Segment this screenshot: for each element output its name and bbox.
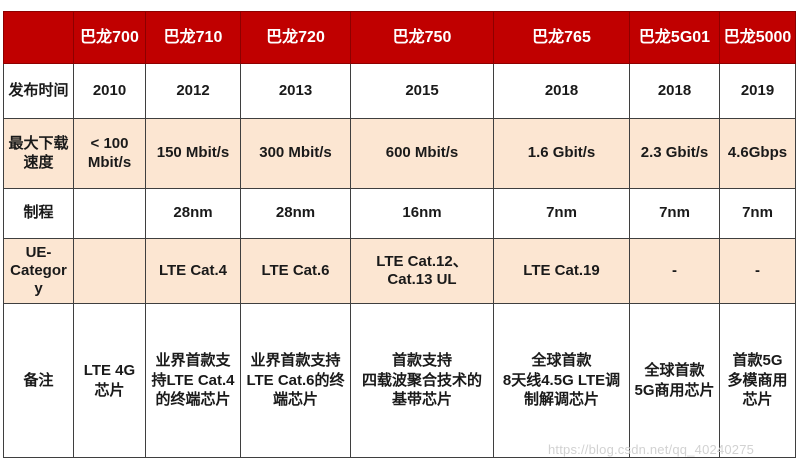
table-cell: 2.3 Gbit/s [629, 118, 720, 189]
table-cell: 2019 [719, 63, 796, 119]
table-cell: 2018 [493, 63, 630, 119]
row-label-release-date: 发布时间 [3, 63, 74, 119]
table-cell: 2013 [240, 63, 351, 119]
column-header-balong700: 巴龙700 [73, 11, 146, 64]
table-cell: 2015 [350, 63, 494, 119]
table-row: 发布时间 2010 2012 2013 2015 2018 2018 2019 [3, 63, 796, 119]
column-header-balong765: 巴龙765 [493, 11, 630, 64]
table-cell: 全球首款 5G商用芯片 [629, 303, 720, 458]
table-cell: 16nm [350, 188, 494, 239]
table-cell: 业界首款支 持LTE Cat.4 的终端芯片 [145, 303, 241, 458]
table-row: 备注 LTE 4G 芯片 业界首款支 持LTE Cat.4 的终端芯片 业界首款… [3, 303, 796, 458]
row-label-remarks: 备注 [3, 303, 74, 458]
table-row: UE- Category LTE Cat.4 LTE Cat.6 LTE Cat… [3, 238, 796, 304]
table-cell: 600 Mbit/s [350, 118, 494, 189]
table-cell: 业界首款支持 LTE Cat.6的终 端芯片 [240, 303, 351, 458]
table-cell: LTE Cat.6 [240, 238, 351, 304]
column-header-balong5000: 巴龙5000 [719, 11, 796, 64]
chip-comparison-table: 巴龙700 巴龙710 巴龙720 巴龙750 巴龙765 巴龙5G01 巴龙5… [3, 11, 796, 458]
table-cell: 1.6 Gbit/s [493, 118, 630, 189]
table-row: 最大下载 速度 < 100 Mbit/s 150 Mbit/s 300 Mbit… [3, 118, 796, 189]
row-label-max-download-speed: 最大下载 速度 [3, 118, 74, 189]
table-cell: 150 Mbit/s [145, 118, 241, 189]
table-cell: 4.6Gbps [719, 118, 796, 189]
table-cell: LTE Cat.19 [493, 238, 630, 304]
table-cell: - [719, 238, 796, 304]
table-cell: 首款支持 四载波聚合技术的 基带芯片 [350, 303, 494, 458]
table-cell: 2010 [73, 63, 146, 119]
table-header-row: 巴龙700 巴龙710 巴龙720 巴龙750 巴龙765 巴龙5G01 巴龙5… [3, 11, 796, 64]
table-cell [73, 238, 146, 304]
table-cell: LTE 4G 芯片 [73, 303, 146, 458]
table-cell: 7nm [719, 188, 796, 239]
table-cell: 2018 [629, 63, 720, 119]
table-cell: 300 Mbit/s [240, 118, 351, 189]
spec-table-container: 巴龙700 巴龙710 巴龙720 巴龙750 巴龙765 巴龙5G01 巴龙5… [3, 11, 796, 458]
column-header-balong5g01: 巴龙5G01 [629, 11, 720, 64]
row-label-ue-category: UE- Category [3, 238, 74, 304]
table-cell: LTE Cat.12、 Cat.13 UL [350, 238, 494, 304]
table-cell: 7nm [493, 188, 630, 239]
table-cell: 7nm [629, 188, 720, 239]
table-corner-cell [3, 11, 74, 64]
table-cell: LTE Cat.4 [145, 238, 241, 304]
column-header-balong720: 巴龙720 [240, 11, 351, 64]
table-cell: 全球首款 8天线4.5G LTE调 制解调芯片 [493, 303, 630, 458]
table-cell: 首款5G 多模商用 芯片 [719, 303, 796, 458]
column-header-balong750: 巴龙750 [350, 11, 494, 64]
table-cell: < 100 Mbit/s [73, 118, 146, 189]
table-cell: 2012 [145, 63, 241, 119]
table-cell: 28nm [145, 188, 241, 239]
table-cell [73, 188, 146, 239]
row-label-process-node: 制程 [3, 188, 74, 239]
table-row: 制程 28nm 28nm 16nm 7nm 7nm 7nm [3, 188, 796, 239]
table-cell: 28nm [240, 188, 351, 239]
table-cell: - [629, 238, 720, 304]
column-header-balong710: 巴龙710 [145, 11, 241, 64]
